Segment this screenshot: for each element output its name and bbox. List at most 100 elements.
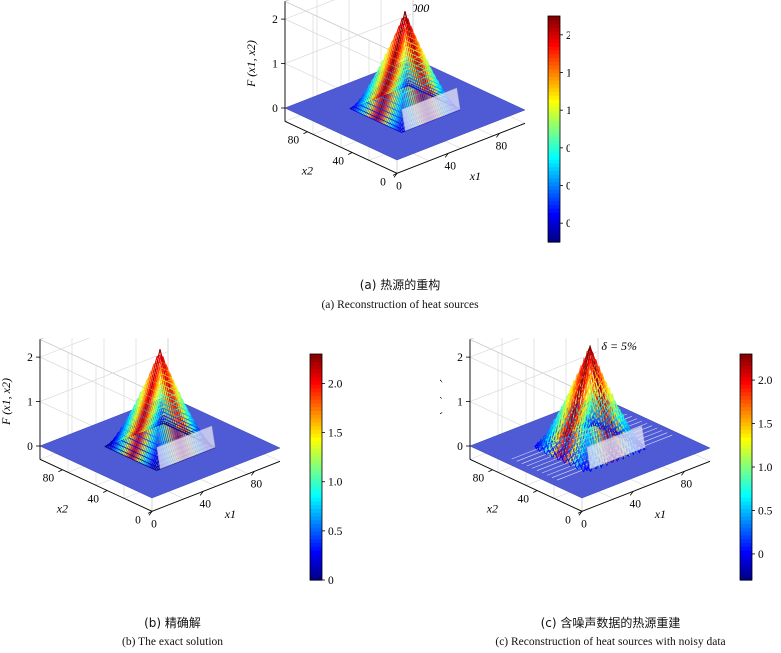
- colorbar-segment: [548, 177, 560, 183]
- surface-mesh-line: [354, 98, 407, 131]
- colorbar-tick-label: 0: [566, 218, 570, 230]
- colorbar-segment: [310, 384, 322, 389]
- x-axis-label: x1: [654, 507, 666, 521]
- surface-mesh-line: [396, 65, 449, 115]
- x-tick-label: 0: [396, 180, 402, 192]
- colorbar-segment: [740, 391, 752, 397]
- colorbar-segment: [548, 72, 560, 77]
- colorbar-segment: [310, 380, 322, 385]
- colorbar-segment: [548, 147, 560, 153]
- surface-mesh-line: [537, 438, 591, 472]
- colorbar-segment: [740, 354, 752, 359]
- colorbar-segment: [548, 83, 560, 89]
- surface-mesh-line: [543, 426, 596, 470]
- colorbar-segment: [740, 387, 752, 393]
- surface-mesh-line: [399, 73, 452, 114]
- colorbar-segment: [548, 189, 560, 194]
- colorbar-segment: [548, 136, 560, 141]
- colorbar-segment: [740, 402, 752, 408]
- y-tick: [488, 469, 493, 473]
- surface-mesh-line: [579, 394, 632, 452]
- colorbar-segment: [548, 185, 560, 190]
- colorbar-tick-label: 0.5: [328, 526, 343, 538]
- colorbar-segment: [740, 470, 752, 476]
- x-tick-label: 0: [581, 518, 587, 530]
- colorbar-segment: [740, 425, 752, 430]
- x-axis-label: x1: [224, 507, 236, 521]
- x-tick-label: 40: [629, 498, 641, 510]
- colorbar-segment: [740, 500, 752, 506]
- colorbar-segment: [548, 61, 560, 66]
- colorbar-segment: [548, 208, 560, 213]
- surface-mesh-line: [378, 11, 432, 122]
- y-tick-label: 40: [517, 494, 529, 506]
- colorbar-segment: [740, 372, 752, 378]
- colorbar-segment: [740, 553, 752, 558]
- surface-mesh-line: [562, 350, 615, 459]
- colorbar-segment: [740, 557, 752, 562]
- colorbar-segment: [740, 365, 752, 370]
- y-tick-label: 0: [135, 514, 141, 526]
- colorbar-segment: [740, 515, 752, 521]
- surface-mesh-line: [114, 422, 168, 467]
- surface-mesh-line: [142, 379, 195, 456]
- x-tick: [629, 491, 634, 496]
- colorbar-segment: [310, 418, 322, 423]
- surface-mesh-line: [553, 386, 606, 465]
- surface-mesh-line: [368, 53, 421, 126]
- caption-en-c: (c) Reconstruction of heat sources with …: [495, 636, 726, 648]
- colorbar-tick-label: 2.0: [566, 30, 570, 42]
- colorbar-segment: [740, 523, 752, 528]
- colorbar-segment: [548, 68, 560, 74]
- colorbar-segment: [310, 387, 322, 393]
- colorbar-segment: [740, 512, 752, 517]
- y-tick-label: 0: [380, 176, 386, 188]
- x-tick: [681, 471, 685, 476]
- surface-mesh-line: [372, 40, 425, 124]
- y-axis-line: [284, 120, 398, 174]
- colorbar-segment: [310, 376, 322, 381]
- surface-mesh-line: [104, 446, 157, 471]
- colorbar-segment: [310, 470, 322, 476]
- surface-mesh-line: [351, 106, 404, 133]
- colorbar-segment: [310, 549, 322, 555]
- colorbar-segment: [740, 395, 752, 400]
- y-tick: [103, 490, 108, 493]
- surface-mesh-line: [133, 349, 187, 460]
- surface-mesh-line: [575, 383, 628, 455]
- z-tick-label: 2: [457, 352, 463, 364]
- colorbar-segment: [310, 531, 322, 536]
- y-axis-line: [39, 458, 153, 512]
- colorbar-segment: [740, 414, 752, 419]
- surface-mesh-line: [352, 103, 406, 132]
- y-tick-label: 40: [87, 494, 99, 506]
- x-tick: [444, 153, 449, 158]
- colorbar-segment: [548, 16, 560, 21]
- colorbar-segment: [548, 80, 560, 85]
- colorbar-segment: [548, 196, 560, 202]
- colorbar-segment: [548, 106, 560, 111]
- colorbar-segment: [310, 444, 322, 449]
- colorbar-segment: [548, 53, 560, 59]
- colorbar-segment: [310, 508, 322, 513]
- colorbar-segment: [310, 410, 322, 415]
- colorbar-segment: [740, 504, 752, 510]
- colorbar-segment: [310, 448, 322, 453]
- x-tick-label: 80: [681, 478, 693, 490]
- surface-mesh-line: [139, 367, 192, 458]
- surface-mesh-line: [135, 354, 188, 459]
- z-axis-label: F (x1, x2): [440, 378, 443, 426]
- colorbar-segment: [740, 531, 752, 536]
- z-tick-label: 1: [27, 397, 33, 409]
- colorbar-tick-label: 2.0: [758, 375, 773, 387]
- surface-mesh-line: [585, 409, 637, 451]
- surface-mesh-line: [380, 16, 433, 121]
- y-tick: [303, 131, 308, 135]
- colorbar-segment: [310, 372, 322, 378]
- colorbar-segment: [310, 538, 322, 543]
- colorbar-segment: [310, 399, 322, 404]
- colorbar-segment: [548, 166, 560, 172]
- colorbar-segment: [310, 365, 322, 370]
- colorbar-segment: [548, 223, 560, 228]
- colorbar-tick-label: 1.5: [758, 419, 773, 431]
